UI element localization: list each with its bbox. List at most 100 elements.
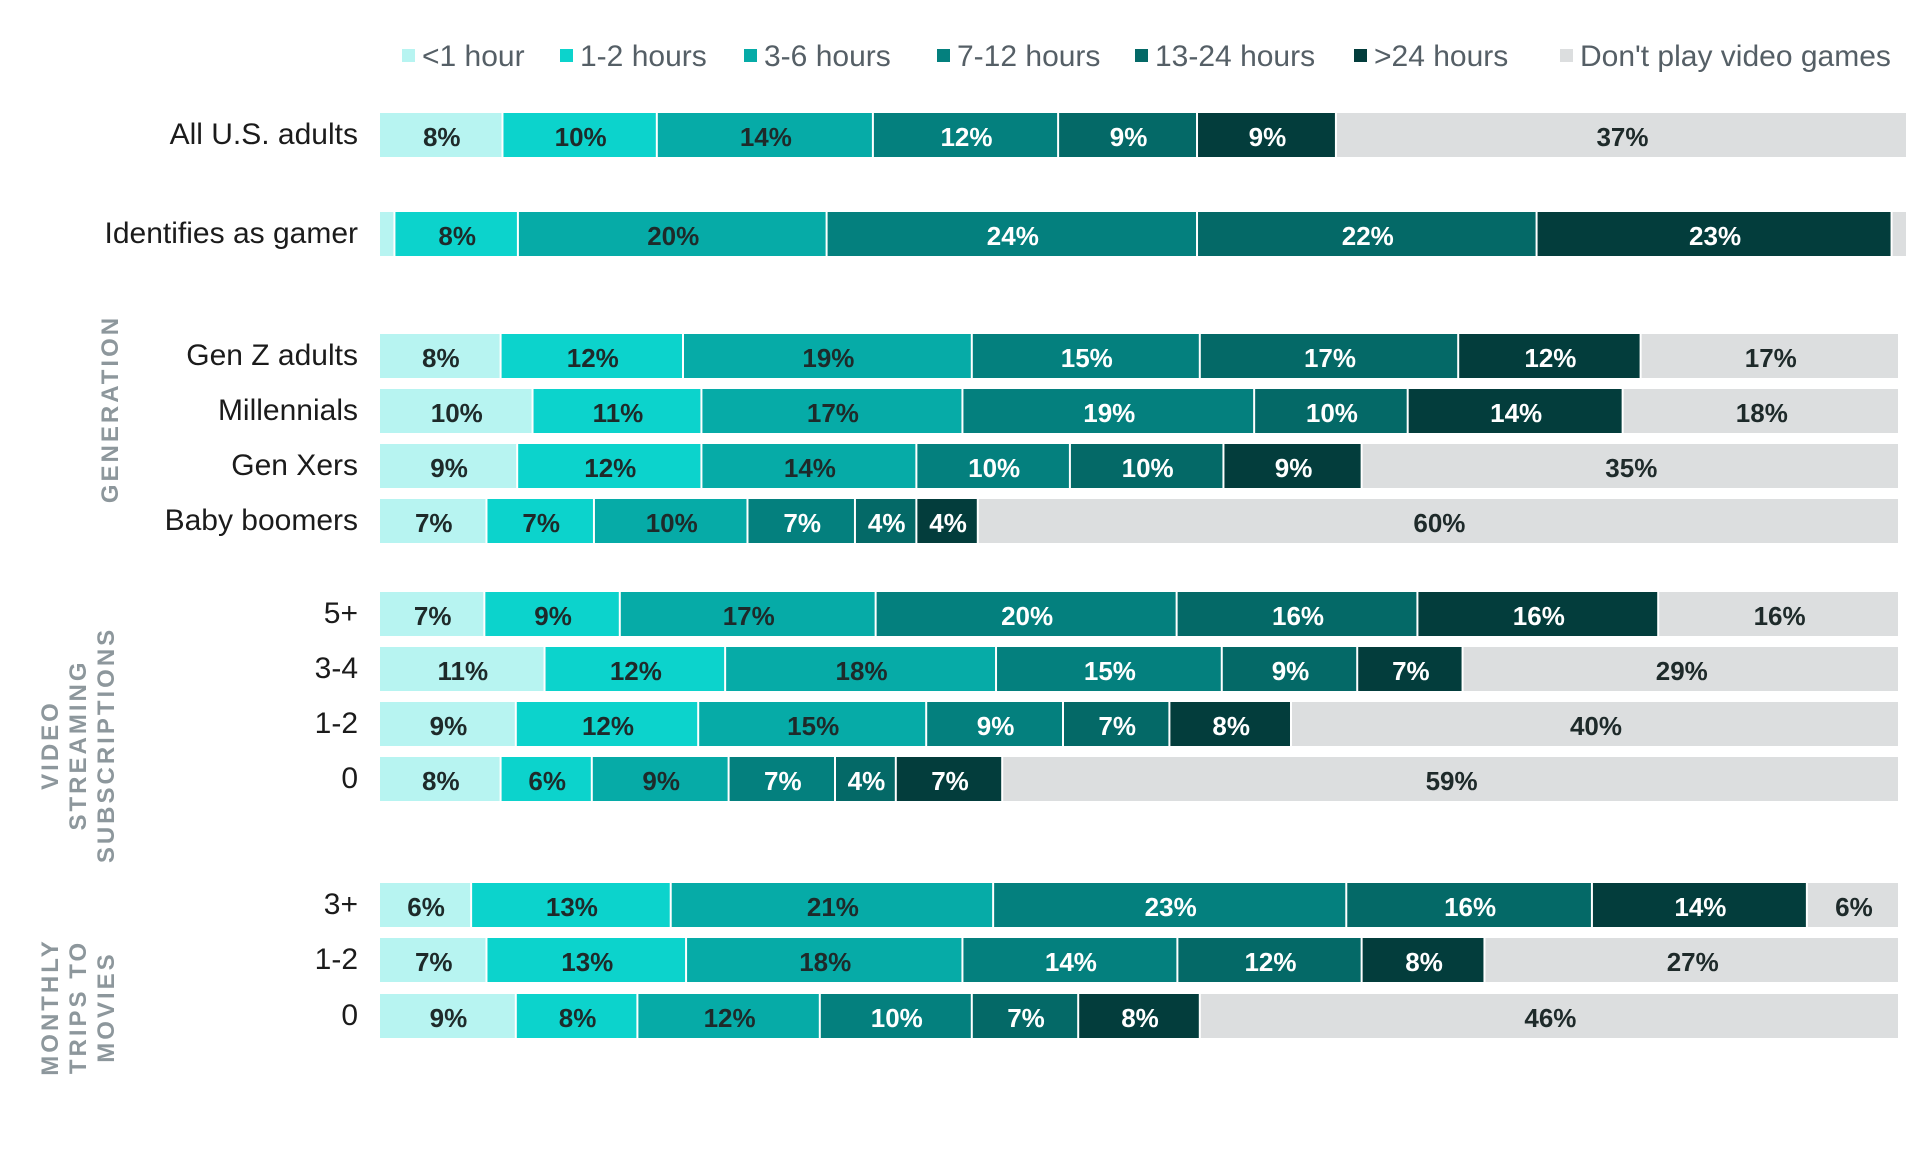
bar-segment	[836, 757, 895, 801]
bar-row: Baby boomers 7% 7% 10% 7% 4% 4% 60%	[165, 499, 1898, 543]
bar-segment	[820, 994, 971, 1038]
bar-segment	[997, 647, 1221, 691]
legend-label: Don't play video games	[1580, 40, 1891, 73]
bar-row: Millennials 10% 11% 17% 19% 10% 14% 18%	[218, 389, 1898, 433]
bar-row: 0 8% 6% 9% 7% 4% 7% 59%	[341, 757, 1898, 801]
bar-value-label: 16%	[1754, 601, 1806, 631]
bar-segment	[380, 994, 515, 1038]
bar-value-label: 8%	[423, 122, 461, 152]
bar-value-label: 14%	[1490, 398, 1542, 428]
bar-value-label: 12%	[1244, 947, 1296, 977]
bar-segment	[994, 883, 1346, 927]
bar-segment	[702, 444, 916, 488]
legend-swatch	[1354, 49, 1367, 62]
bar-value-label: 14%	[740, 122, 792, 152]
bar-segment	[1070, 444, 1223, 488]
bar-segment	[1003, 757, 1898, 801]
legend-item: 3-6 hours	[744, 40, 891, 73]
bar-segment	[487, 499, 593, 543]
bar-row: All U.S. adults 8% 10% 14% 12% 9% 9% 37%	[170, 113, 1906, 157]
bar-value-label: 46%	[1524, 1003, 1576, 1033]
row-label: Baby boomers	[165, 504, 358, 537]
bar-value-label: 15%	[787, 711, 839, 741]
bar-segment	[687, 938, 962, 982]
bar-segment	[380, 702, 515, 746]
bar-segment	[978, 499, 1898, 543]
bar-segment	[684, 334, 971, 378]
bar-segment	[1592, 883, 1806, 927]
bar-value-label: 12%	[584, 453, 636, 483]
bar-segment	[1807, 883, 1898, 927]
legend-item: 7-12 hours	[937, 40, 1100, 73]
chart-rows: All U.S. adults 8% 10% 14% 12% 9% 9% 37% Identif…	[105, 113, 1906, 1038]
legend-label: 3-6 hours	[764, 40, 891, 73]
group-label-line: SUBSCRIPTIONS	[93, 627, 120, 863]
bar-segment	[963, 938, 1177, 982]
bar-row: 3+ 6% 13% 21% 23% 16% 14% 6%	[324, 883, 1898, 927]
bar-segment	[1255, 389, 1407, 433]
bar-segment	[487, 938, 686, 982]
bar-segment	[1292, 702, 1898, 746]
legend-item: Don't play video games	[1560, 40, 1891, 73]
bar-segment	[1892, 212, 1906, 256]
bar-value-label: 9%	[1249, 122, 1287, 152]
bar-value-label: 9%	[1272, 656, 1310, 686]
bar-segment	[1064, 702, 1169, 746]
bar-segment	[503, 113, 656, 157]
bar-segment	[395, 212, 517, 256]
bar-segment	[592, 757, 728, 801]
bar-segment	[855, 499, 916, 543]
bar-segment	[1623, 389, 1898, 433]
bar-value-label: 35%	[1605, 453, 1657, 483]
bar-value-label: 10%	[646, 508, 698, 538]
row-label: 1-2	[315, 943, 358, 976]
bar-segment	[1198, 113, 1335, 157]
bar-value-label: 22%	[1342, 221, 1394, 251]
row-label: 0	[341, 762, 358, 795]
bar-value-label: 12%	[704, 1003, 756, 1033]
bar-segment	[380, 499, 486, 543]
legend-label: 7-12 hours	[957, 40, 1100, 73]
bar-value-label: 12%	[567, 343, 619, 373]
bar-value-label: 16%	[1272, 601, 1324, 631]
bar-value-label: 14%	[1045, 947, 1097, 977]
bar-segment	[380, 757, 500, 801]
bar-value-label: 21%	[807, 892, 859, 922]
bar-value-label: 9%	[430, 1003, 468, 1033]
bar-segment	[1177, 592, 1417, 636]
bar-value-label: 9%	[430, 453, 468, 483]
bar-segment	[620, 592, 875, 636]
bar-segment	[1418, 592, 1658, 636]
legend-item: 1-2 hours	[560, 40, 707, 73]
bar-value-label: 6%	[407, 892, 445, 922]
bar-segment	[1222, 647, 1357, 691]
legend-swatch	[937, 49, 950, 62]
bar-segment	[1362, 938, 1484, 982]
bar-value-label: 59%	[1426, 766, 1478, 796]
bar-value-label: 7%	[1007, 1003, 1045, 1033]
bar-value-label: 23%	[1145, 892, 1197, 922]
bar-row: Gen Z adults 8% 12% 19% 15% 17% 12% 17%	[186, 334, 1898, 378]
bar-value-label: 15%	[1084, 656, 1136, 686]
bar-segment	[380, 334, 500, 378]
bar-value-label: 6%	[1835, 892, 1873, 922]
bar-value-label: 8%	[438, 221, 476, 251]
bar-segment	[827, 212, 1197, 256]
bar-segment	[972, 994, 1078, 1038]
bar-value-label: 16%	[1513, 601, 1565, 631]
bar-segment	[594, 499, 747, 543]
bar-value-label: 10%	[871, 1003, 923, 1033]
bar-value-label: 60%	[1413, 508, 1465, 538]
bar-value-label: 7%	[522, 508, 560, 538]
bar-value-label: 17%	[1745, 343, 1797, 373]
bar-segment	[472, 883, 670, 927]
bar-segment	[671, 883, 993, 927]
bar-segment	[501, 334, 682, 378]
bar-value-label: 11%	[593, 398, 644, 428]
bar-value-label: 7%	[415, 947, 453, 977]
legend-swatch	[1135, 49, 1148, 62]
bar-row: 1-2 7% 13% 18% 14% 12% 8% 27%	[315, 938, 1898, 982]
group-label-line: GENERATION	[97, 315, 124, 503]
bar-value-label: 14%	[1674, 892, 1726, 922]
